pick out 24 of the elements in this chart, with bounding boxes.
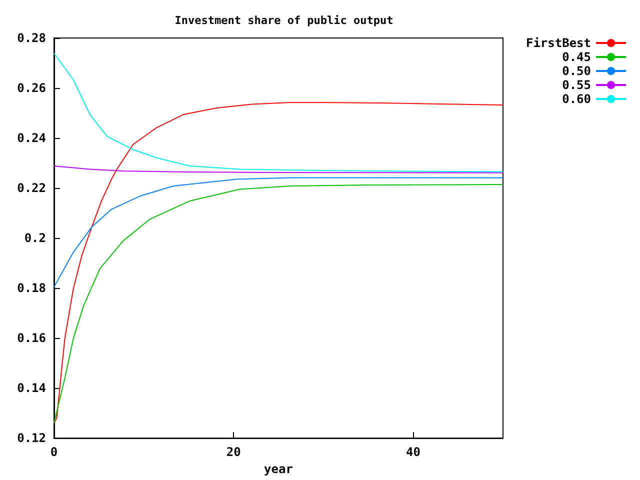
y-tick-label: 0.26 (17, 81, 46, 96)
y-tick-label: 0.18 (17, 281, 46, 296)
legend-label: 0.55 (562, 78, 591, 92)
y-tick-label: 0.16 (17, 331, 46, 346)
legend-label: 0.50 (562, 64, 591, 78)
y-tick-label: 0.14 (17, 381, 46, 396)
legend-label: 0.60 (562, 92, 591, 106)
x-tick-label: 20 (226, 445, 241, 460)
line-series (54, 177, 504, 288)
legend-label: 0.45 (562, 50, 591, 64)
chart-title: Investment share of public output (174, 14, 394, 27)
line-series (54, 52, 504, 172)
y-tick-label: 0.24 (17, 131, 46, 146)
y-tick-label: 0.2 (24, 231, 46, 246)
line-series (54, 184, 504, 424)
x-tick-label: 40 (406, 445, 420, 460)
y-tick-label: 0.22 (17, 181, 46, 196)
line-series (54, 166, 504, 174)
legend-label: FirstBest (526, 36, 591, 50)
x-axis-title: year (264, 462, 293, 476)
y-tick-label: 0.28 (17, 31, 46, 45)
y-tick-label: 0.12 (17, 431, 46, 446)
x-tick-label: 0 (50, 445, 58, 460)
line-series (54, 102, 504, 424)
